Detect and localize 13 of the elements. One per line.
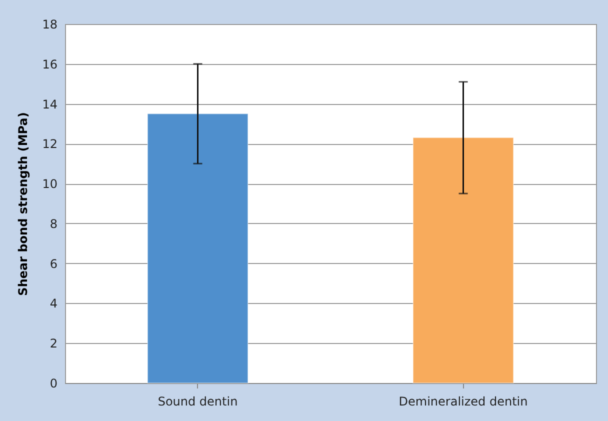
y-tick-label: 8 — [50, 216, 58, 231]
y-tick-label: 14 — [42, 97, 58, 112]
y-tick-label: 12 — [42, 137, 58, 152]
y-tick-label: 6 — [50, 256, 58, 271]
y-tick-label: 2 — [50, 336, 58, 351]
y-tick-label: 0 — [50, 376, 58, 390]
y-axis-title: Shear bond strength (MPa) — [16, 112, 30, 296]
y-tick-label: 16 — [42, 57, 58, 72]
y-tick-label: 4 — [50, 296, 58, 311]
x-tick-label: Demineralized dentin — [398, 394, 528, 408]
y-tick-label: 10 — [42, 177, 58, 192]
y-tick-label: 18 — [42, 18, 58, 32]
x-tick-label: Sound dentin — [158, 394, 238, 408]
